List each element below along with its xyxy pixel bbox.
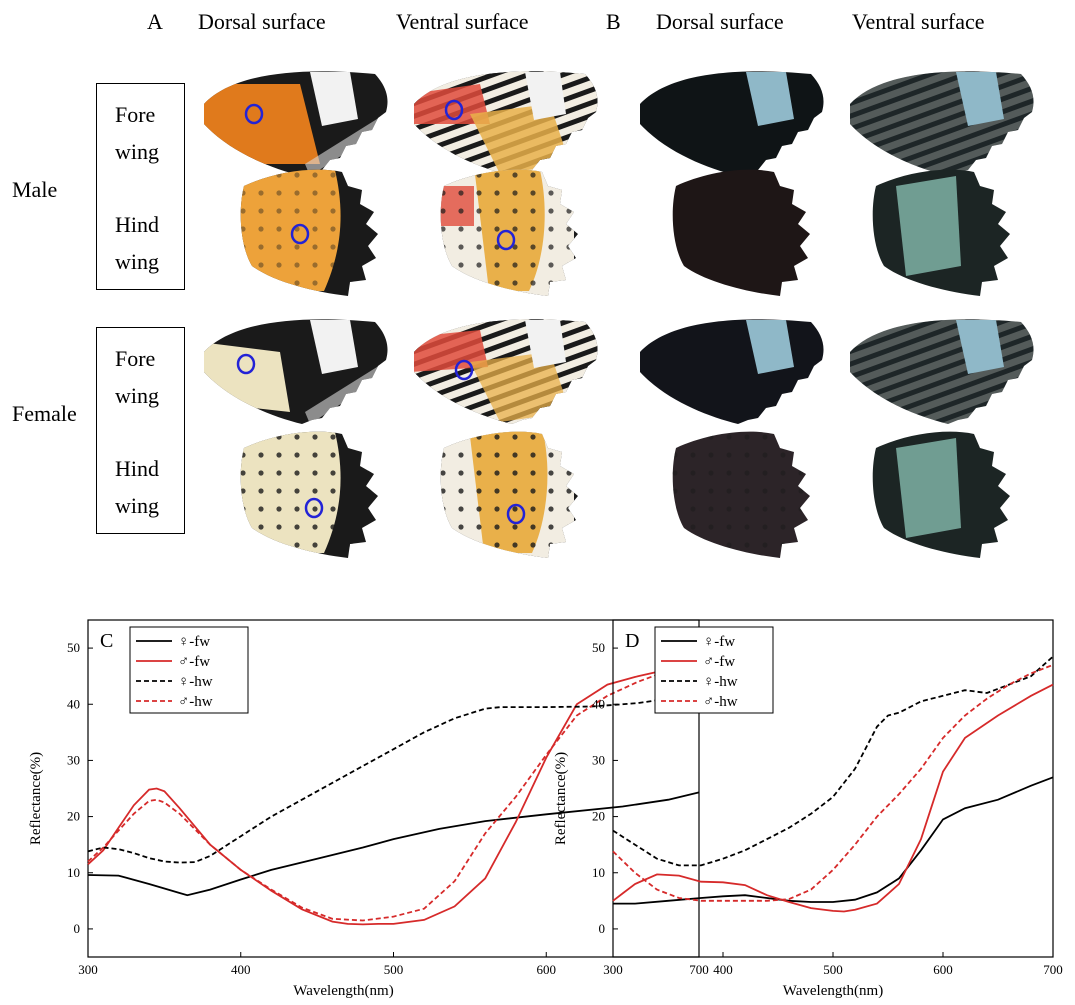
panel-c-ytick-label: 20 bbox=[67, 809, 80, 824]
panel-c-ytick-label: 50 bbox=[67, 640, 80, 655]
panel-c-letter: C bbox=[100, 630, 113, 652]
uv-male-dorsal-forewing bbox=[640, 71, 824, 176]
panel-c-ytick-label: 40 bbox=[67, 696, 80, 711]
panel-c-series-line-1 bbox=[87, 791, 700, 897]
panel-d-letter: D bbox=[625, 630, 639, 652]
male-dorsal-hindwing bbox=[240, 169, 378, 296]
panel-a-letter: A bbox=[147, 9, 163, 34]
panel-c-xlabel: Wavelength(nm) bbox=[293, 983, 393, 999]
panel-d-xtick-label: 600 bbox=[933, 962, 953, 977]
uv-female-ventral-hindwing bbox=[872, 431, 1010, 558]
male-ventral-hindwing bbox=[440, 169, 578, 296]
uv-female-dorsal-hindwing bbox=[672, 431, 810, 558]
panel-b-letter: B bbox=[606, 9, 621, 34]
panel-c-legend-label-2: ♂-fw bbox=[178, 654, 210, 670]
panel-c-series-line-2 bbox=[87, 665, 700, 926]
male-hind-label-1: Hind bbox=[115, 212, 159, 237]
panel-c-ytick-label: 0 bbox=[74, 921, 81, 936]
uv-female-ventral-forewing bbox=[850, 319, 1034, 425]
panel-d-ytick-label: 10 bbox=[592, 865, 605, 880]
panel-d-xlabel: Wavelength(nm) bbox=[783, 983, 883, 999]
male-fore-label-2: wing bbox=[115, 139, 159, 164]
uv-male-dorsal-hindwing bbox=[672, 169, 810, 296]
panel-c-xtick-label: 300 bbox=[78, 962, 98, 977]
panel-d-series-line-2 bbox=[612, 683, 1054, 913]
panel-c-legend-label-4: ♂-hw bbox=[178, 694, 213, 710]
male-dorsal-forewing bbox=[204, 71, 388, 176]
panel-c-ytick-label: 10 bbox=[67, 865, 80, 880]
panel-c-xtick-label: 500 bbox=[384, 962, 404, 977]
wing-photographs bbox=[204, 71, 1034, 558]
female-ventral-forewing bbox=[414, 319, 598, 425]
panel-b-dorsal-heading: Dorsal surface bbox=[656, 9, 784, 34]
female-label: Female bbox=[12, 401, 77, 426]
panel-c-xtick-label: 700 bbox=[689, 962, 709, 977]
panel-d-legend-label-4: ♂-hw bbox=[703, 694, 738, 710]
panel-d-ytick-label: 0 bbox=[599, 921, 606, 936]
panel-c-xtick-label: 400 bbox=[231, 962, 251, 977]
male-wing-label-box: Fore wing Hind wing bbox=[96, 83, 185, 290]
panel-a-dorsal-heading: Dorsal surface bbox=[198, 9, 326, 34]
female-dorsal-forewing bbox=[204, 319, 388, 424]
female-wing-label-box: Fore wing Hind wing bbox=[96, 327, 185, 534]
panel-c-ylabel: Reflectance(%) bbox=[28, 752, 44, 845]
uv-male-ventral-forewing bbox=[850, 71, 1034, 177]
panel-d-legend-label-1: ♀-fw bbox=[703, 634, 735, 650]
panel-d-xtick-label: 500 bbox=[823, 962, 843, 977]
panel-c-series-line-4 bbox=[87, 664, 700, 922]
male-label: Male bbox=[12, 177, 58, 202]
male-ventral-forewing bbox=[414, 71, 598, 177]
panel-d-ytick-label: 30 bbox=[592, 752, 605, 767]
female-hind-label-1: Hind bbox=[115, 456, 159, 481]
panel-c-series-line-3 bbox=[87, 693, 700, 864]
panel-d-ylabel: Reflectance(%) bbox=[553, 752, 569, 845]
female-ventral-hindwing bbox=[440, 431, 578, 558]
panel-d-legend-label-3: ♀-hw bbox=[703, 674, 738, 690]
female-dorsal-hindwing bbox=[240, 431, 378, 558]
panel-c-xtick-label: 600 bbox=[537, 962, 557, 977]
panel-d-legend-label-2: ♂-fw bbox=[703, 654, 735, 670]
panel-c-ytick-label: 30 bbox=[67, 752, 80, 767]
panel-b-ventral-heading: Ventral surface bbox=[852, 9, 985, 34]
panel-d-ytick-label: 50 bbox=[592, 640, 605, 655]
male-fore-label-1: Fore bbox=[115, 102, 156, 127]
panel-d-xtick-label: 400 bbox=[713, 962, 733, 977]
female-fore-label-2: wing bbox=[115, 383, 159, 408]
panel-d-ytick-label: 40 bbox=[592, 696, 605, 711]
panel-d-series-line-1 bbox=[613, 776, 1054, 905]
female-hind-label-2: wing bbox=[115, 493, 159, 518]
uv-male-ventral-hindwing bbox=[872, 169, 1010, 296]
uv-female-dorsal-forewing bbox=[640, 319, 824, 424]
panel-a-ventral-heading: Ventral surface bbox=[396, 9, 529, 34]
panel-d-ytick-label: 20 bbox=[592, 809, 605, 824]
panel-d-xtick-label: 300 bbox=[603, 962, 623, 977]
chart-c: 300 400 500 600 70001020304050Wavelength(nm)… bbox=[28, 619, 709, 999]
panel-d-xtick-label: 700 bbox=[1043, 962, 1063, 977]
female-fore-label-1: Fore bbox=[115, 346, 156, 371]
panel-c-legend-label-1: ♀-fw bbox=[178, 634, 210, 650]
panel-d-series-line-3 bbox=[612, 655, 1054, 867]
panel-c-legend-label-3: ♀-hw bbox=[178, 674, 213, 690]
chart-d: 300 400 500 600 700 0 10 20 30 40 50 Wavelength(nm)… bbox=[553, 619, 1063, 999]
male-hind-label-2: wing bbox=[115, 249, 159, 274]
panel-d-series-line-4 bbox=[612, 664, 1054, 902]
